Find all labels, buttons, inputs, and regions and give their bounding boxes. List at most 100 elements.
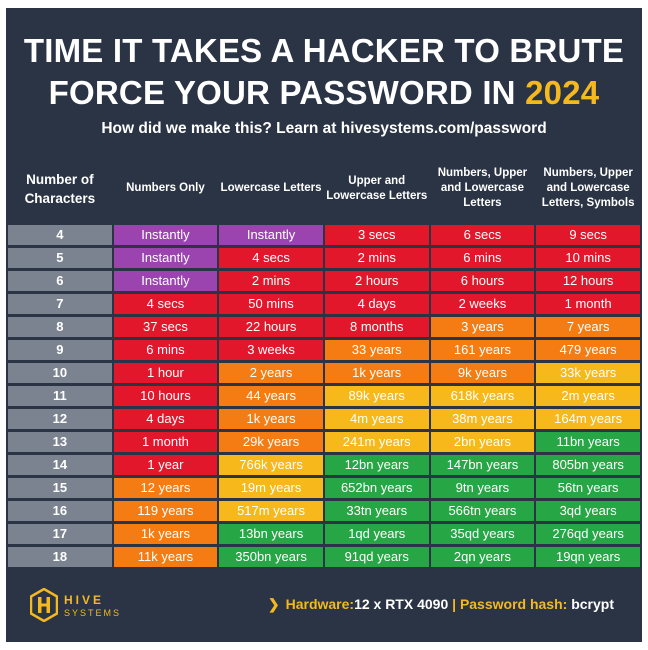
table-row: 10 1 hour 2 years 1k years 9k years 33k years xyxy=(8,363,640,383)
time-cell: 29k years xyxy=(219,432,323,452)
row-character-count: 5 xyxy=(8,248,112,268)
time-cell: 1 month xyxy=(113,432,218,452)
time-cell: 6 secs xyxy=(430,225,535,245)
hardware-label: Hardware: xyxy=(285,596,355,612)
time-cell: 6 hours xyxy=(430,271,535,291)
time-cell: 147bn years xyxy=(430,455,535,475)
time-cell: 4 days xyxy=(324,294,429,314)
row-character-count: 8 xyxy=(8,317,112,337)
table-row: 5 Instantly 4 secs 2 mins 6 mins 10 mins xyxy=(8,248,640,268)
time-cell: 241m years xyxy=(324,432,429,452)
time-cell: 12 hours xyxy=(536,271,640,291)
time-cell: 517m years xyxy=(219,501,323,521)
time-cell: Instantly xyxy=(113,271,218,291)
table-row: 17 1k years 13bn years 1qd years 35qd years 2… xyxy=(8,524,640,544)
table-body: 4 Instantly Instantly 3 secs 6 secs 9 secs 5 In… xyxy=(8,225,640,567)
time-cell: 1 hour xyxy=(113,363,218,383)
row-character-count: 9 xyxy=(8,340,112,360)
table-row: 15 12 years 19m years 652bn years 9tn years 5… xyxy=(8,478,640,498)
page-title: TIME IT TAKES A HACKER TO BRUTE FORCE YO… xyxy=(6,30,642,114)
time-cell: 50 mins xyxy=(219,294,323,314)
time-cell: 479 years xyxy=(536,340,640,360)
time-cell: 3 secs xyxy=(324,225,429,245)
title-line-2: FORCE YOUR PASSWORD IN 2024 xyxy=(6,72,642,114)
table-row: 16 119 years 517m years 33tn years 566tn yea… xyxy=(8,501,640,521)
time-cell: 2 mins xyxy=(219,271,323,291)
row-character-count: 13 xyxy=(8,432,112,452)
time-cell: 6 mins xyxy=(113,340,218,360)
table-row: 11 10 hours 44 years 89k years 618k years 2m … xyxy=(8,386,640,406)
hive-systems-logo: HIVE SYSTEMS xyxy=(30,586,150,626)
time-cell: 4m years xyxy=(324,409,429,429)
column-header: Upper and Lowercase Letters xyxy=(326,174,428,202)
table-row: 13 1 month 29k years 241m years 2bn years 11b… xyxy=(8,432,640,452)
time-cell: 805bn years xyxy=(536,455,640,475)
time-cell: 1k years xyxy=(219,409,323,429)
column-header: Number of Characters xyxy=(24,171,96,206)
table-row: 12 4 days 1k years 4m years 38m years 164m ye… xyxy=(8,409,640,429)
subtitle-text: How did we make this? Learn at hivesyste… xyxy=(93,120,555,137)
title-line-2-prefix: FORCE YOUR PASSWORD IN xyxy=(48,74,526,111)
time-cell: 10 hours xyxy=(113,386,218,406)
time-cell: 56tn years xyxy=(536,478,640,498)
time-cell: 2 weeks xyxy=(430,294,535,314)
time-cell: 33tn years xyxy=(324,501,429,521)
time-cell: 89k years xyxy=(324,386,429,406)
time-cell: 1 year xyxy=(113,455,218,475)
time-cell: 1qd years xyxy=(324,524,429,544)
time-cell: 9k years xyxy=(430,363,535,383)
row-character-count: 10 xyxy=(8,363,112,383)
column-header: Numbers, Upper and Lowercase Letters, Sy… xyxy=(541,167,635,209)
time-cell: 1 month xyxy=(536,294,640,314)
row-character-count: 7 xyxy=(8,294,112,314)
time-cell: 4 secs xyxy=(113,294,218,314)
hash-value: bcrypt xyxy=(571,596,614,612)
row-character-count: 14 xyxy=(8,455,112,475)
row-character-count: 11 xyxy=(8,386,112,406)
time-cell: 33 years xyxy=(324,340,429,360)
time-cell: 276qd years xyxy=(536,524,640,544)
time-cell: 44 years xyxy=(219,386,323,406)
time-cell: 618k years xyxy=(430,386,535,406)
time-cell: 1k years xyxy=(324,363,429,383)
time-cell: 1k years xyxy=(113,524,218,544)
subtitle: How did we make this? Learn at hivesyste… xyxy=(6,120,642,138)
time-cell: 9 secs xyxy=(536,225,640,245)
column-header: Numbers Only xyxy=(126,182,205,194)
time-cell: 3qd years xyxy=(536,501,640,521)
time-cell: 119 years xyxy=(113,501,218,521)
time-cell: Instantly xyxy=(113,225,218,245)
time-cell: 3 years xyxy=(430,317,535,337)
logo-tagline: SYSTEMS xyxy=(64,608,122,618)
time-cell: 8 months xyxy=(324,317,429,337)
infographic-card: TIME IT TAKES A HACKER TO BRUTE FORCE YO… xyxy=(6,8,642,642)
time-cell: 19m years xyxy=(219,478,323,498)
chevron-right-icon: ❯ xyxy=(267,596,280,612)
time-cell: 10 mins xyxy=(536,248,640,268)
time-cell: 13bn years xyxy=(219,524,323,544)
time-cell: 2bn years xyxy=(430,432,535,452)
time-cell: 91qd years xyxy=(324,547,429,567)
table-row: 4 Instantly Instantly 3 secs 6 secs 9 secs xyxy=(8,225,640,245)
title-line-1: TIME IT TAKES A HACKER TO BRUTE xyxy=(23,32,625,69)
row-character-count: 12 xyxy=(8,409,112,429)
time-cell: 7 years xyxy=(536,317,640,337)
column-header: Lowercase Letters xyxy=(220,182,322,194)
time-cell: 652bn years xyxy=(324,478,429,498)
time-cell: 4 secs xyxy=(219,248,323,268)
time-cell: 350bn years xyxy=(219,547,323,567)
time-cell: 566tn years xyxy=(430,501,535,521)
time-cell: 11bn years xyxy=(536,432,640,452)
footer-separator: | xyxy=(448,596,460,612)
time-cell: 12bn years xyxy=(324,455,429,475)
brute-force-table: Number of Characters Numbers Only Lowerc… xyxy=(6,152,642,570)
hash-label: Password hash: xyxy=(459,596,572,612)
table-header-row: Number of Characters Numbers Only Lowerc… xyxy=(8,155,640,222)
time-cell: 12 years xyxy=(113,478,218,498)
table-row: 6 Instantly 2 mins 2 hours 6 hours 12 hours xyxy=(8,271,640,291)
hive-hexagon-logo-icon xyxy=(30,588,58,622)
hardware-info: ❯ Hardware:12 x RTX 4090 | Password hash:… xyxy=(268,596,614,613)
time-cell: 33k years xyxy=(536,363,640,383)
time-cell: 35qd years xyxy=(430,524,535,544)
